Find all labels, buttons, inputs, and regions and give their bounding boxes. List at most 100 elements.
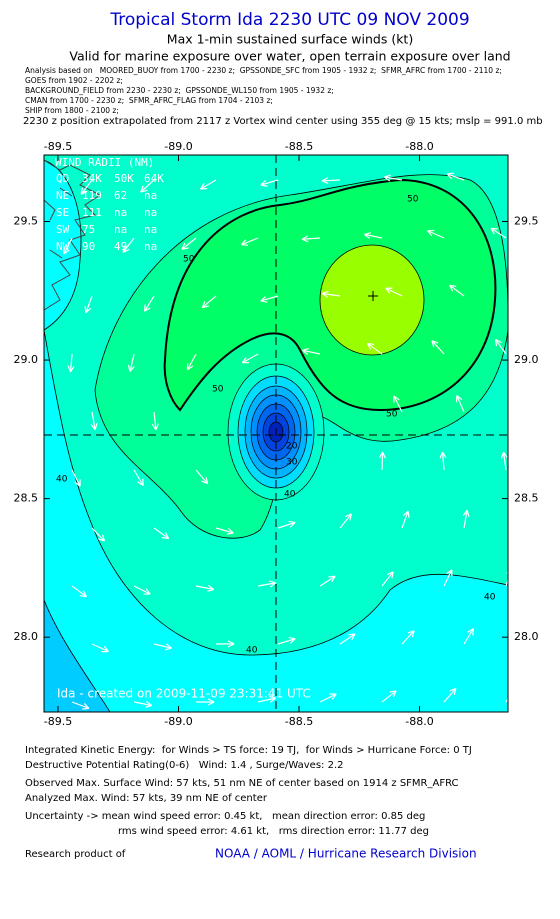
- wind-radii-cell: 90: [82, 240, 95, 253]
- y-tick-label: 29.0: [514, 353, 539, 366]
- wind-arrow: [443, 569, 453, 587]
- y-tick-label: 28.0: [14, 630, 39, 643]
- wind-arrow: [431, 340, 445, 355]
- wind-arrow: [216, 640, 235, 648]
- contour-55: [319, 244, 425, 356]
- wind-arrow: [321, 290, 341, 298]
- wind-radii-cell: NE: [56, 189, 69, 202]
- x-tick-label: -88.0: [405, 715, 433, 728]
- wind-arrow: [381, 690, 397, 703]
- wind-radii-cell: NW: [56, 240, 70, 253]
- credit: Ida - created on 2009-11-09 23:31:41 UTC: [57, 687, 311, 701]
- source-line: BACKGROUND_FIELD from 2230 - 2230 z; GPS…: [25, 86, 334, 95]
- contour-label: 40: [484, 593, 496, 603]
- wind-arrow: [140, 179, 155, 193]
- contour-labels: 50 50 50 50 40 40 40 40 30 20: [56, 195, 496, 656]
- max-wind-marker: [368, 291, 378, 301]
- footer-line: Integrated Kinetic Energy: for Winds > T…: [25, 745, 472, 756]
- wind-arrow: [195, 469, 209, 485]
- wind-arrow: [71, 585, 88, 598]
- footer-line: Destructive Potential Rating(0-6) Wind: …: [25, 760, 344, 771]
- wind-arrow: [439, 451, 447, 471]
- wind-radii-cell: 34K: [82, 172, 102, 185]
- wind-arrow: [71, 701, 90, 710]
- wind-arrow: [257, 695, 276, 703]
- wind-arrow: [319, 693, 337, 703]
- wind-radii-cell: 50K: [114, 172, 134, 185]
- wind-arrow: [153, 643, 172, 651]
- wind-arrow: [71, 469, 81, 487]
- y-tick-label: 28.5: [514, 492, 539, 505]
- wind-arrow: [494, 338, 507, 355]
- contour-label: 50: [183, 255, 195, 265]
- wind-radii-cell: SW: [56, 223, 70, 236]
- wind-arrow: [67, 353, 75, 373]
- source-line: GOES from 1902 - 2202 z;: [25, 76, 123, 85]
- wind-arrow: [510, 172, 526, 180]
- y-tick-label: 28.0: [514, 630, 539, 643]
- wind-arrow: [449, 284, 465, 297]
- contour-label: 30: [286, 458, 298, 468]
- wind-arrow: [151, 411, 159, 431]
- subtitle: Max 1-min sustained surface winds (kt): [167, 32, 413, 47]
- wind-radii-cell: 111: [82, 206, 102, 219]
- x-tick-label: -89.0: [164, 140, 192, 153]
- wind-arrow: [366, 342, 383, 355]
- contour-label: 50: [386, 410, 398, 420]
- wind-radii-title: WIND RADII (NM): [55, 156, 154, 169]
- wind-radii-cell: na: [114, 206, 127, 219]
- contour-label: 50: [407, 195, 419, 205]
- product-label: Research product of: [25, 849, 126, 860]
- wind-radii-cell: 62: [114, 189, 127, 202]
- wind-arrow: [427, 229, 445, 239]
- wind-radii-cell: na: [144, 206, 157, 219]
- wind-radii-table: WIND RADII (NM) QD 34K 50K 64K NE 119 62 na SE 11…: [55, 156, 164, 253]
- footer-line: Observed Max. Surface Wind: 57 kts, 51 n…: [25, 778, 459, 789]
- wind-arrow: [63, 237, 73, 255]
- wind-arrow: [199, 179, 217, 190]
- wind-arrow: [277, 520, 296, 529]
- organization[interactable]: NOAA / AOML / Hurricane Research Divisio…: [215, 847, 477, 861]
- wind-radii-cell: QD: [56, 172, 69, 185]
- map-area: 50 50 50 50 40 40 40 40 30 20 WIND RADII…: [44, 155, 526, 712]
- wind-arrow: [260, 179, 279, 187]
- wind-arrow: [462, 509, 470, 529]
- title: Tropical Storm Ida 2230 UTC 09 NOV 2009: [109, 10, 469, 30]
- footer-line: rms wind speed error: 4.61 kt, rms direc…: [118, 826, 429, 837]
- y-tick-label: 29.5: [514, 215, 539, 228]
- wind-arrow: [257, 580, 277, 588]
- coastline: [44, 159, 101, 311]
- wind-arrow: [319, 575, 336, 587]
- wind-radii-cell: na: [144, 240, 157, 253]
- wind-arrow: [519, 395, 526, 412]
- wind-arrow: [260, 295, 279, 303]
- wind-arrow: [443, 687, 457, 703]
- wind-arrow: [127, 353, 135, 372]
- wind-arrow: [133, 585, 151, 595]
- wind-arrow: [463, 628, 475, 645]
- source-line: CMAN from 1700 - 2230 z; SFMR_AFRC_FLAG …: [25, 96, 273, 105]
- position-note: 2230 z position extrapolated from 2117 z…: [23, 116, 543, 127]
- wind-arrow: [339, 633, 356, 645]
- contour-label: 50: [212, 385, 224, 395]
- x-tick-label: -89.5: [44, 715, 72, 728]
- wind-arrow: [301, 235, 321, 243]
- axes: -89.5 -89.5 -89.0 -89.0 -88.5 -88.5 -88.0 -88.0…: [14, 140, 539, 728]
- wind-arrow: [153, 527, 170, 540]
- wind-arrow: [90, 411, 98, 431]
- wind-radii-cell: na: [114, 223, 127, 236]
- x-tick-label: -88.5: [285, 140, 313, 153]
- wind-radii-cell: 49: [114, 240, 127, 253]
- sources: Analysis based on MOORED_BUOY from 1700 …: [25, 66, 502, 115]
- wind-radii-cell: 75: [82, 223, 95, 236]
- contour-label: 20: [286, 442, 298, 452]
- wind-arrow: [80, 179, 93, 195]
- x-tick-label: -89.5: [44, 140, 72, 153]
- x-tick-label: -88.5: [285, 715, 313, 728]
- wind-arrow: [446, 172, 465, 181]
- y-tick-label: 29.5: [14, 215, 39, 228]
- wind-arrow: [490, 227, 507, 239]
- y-tick-label: 28.5: [14, 492, 39, 505]
- contour-label: 40: [56, 475, 68, 485]
